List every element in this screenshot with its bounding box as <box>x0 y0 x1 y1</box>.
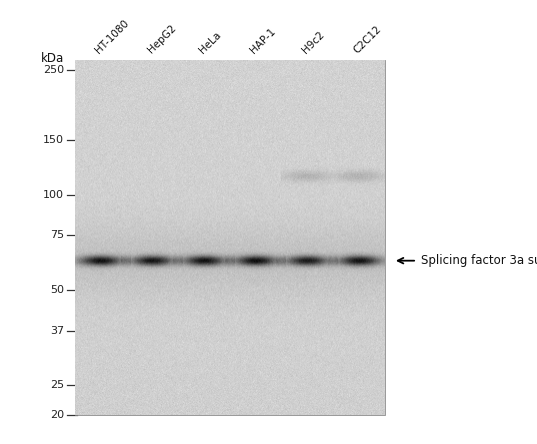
Text: 20: 20 <box>50 410 64 420</box>
Text: 150: 150 <box>43 135 64 145</box>
Text: 25: 25 <box>50 380 64 389</box>
Text: 75: 75 <box>50 230 64 240</box>
Text: H9c2: H9c2 <box>300 29 326 55</box>
Text: HeLa: HeLa <box>197 29 223 55</box>
Text: HT-1080: HT-1080 <box>94 17 131 55</box>
Text: HAP-1: HAP-1 <box>249 26 278 55</box>
Text: HepG2: HepG2 <box>146 23 178 55</box>
Text: 100: 100 <box>43 190 64 201</box>
Text: 50: 50 <box>50 285 64 295</box>
Text: Splicing factor 3a subunit 3: Splicing factor 3a subunit 3 <box>421 254 537 267</box>
Bar <box>75 60 385 415</box>
Text: C2C12: C2C12 <box>352 24 383 55</box>
Text: 250: 250 <box>43 66 64 75</box>
Text: 37: 37 <box>50 326 64 336</box>
Text: kDa: kDa <box>41 52 64 65</box>
